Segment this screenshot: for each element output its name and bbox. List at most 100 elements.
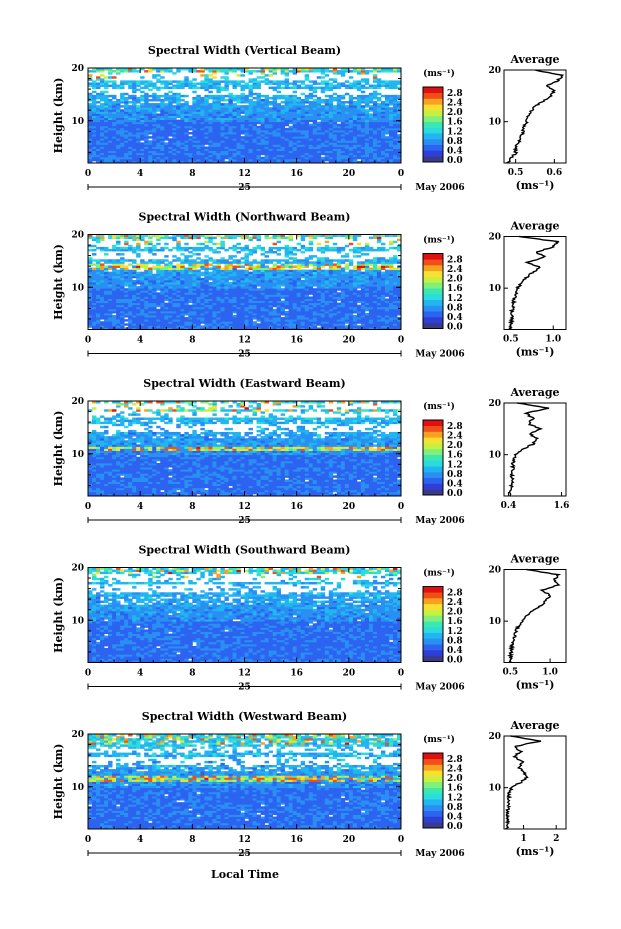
heatmap-cell <box>120 154 125 158</box>
heatmap-cell <box>188 304 193 308</box>
heatmap-cell <box>200 148 205 152</box>
heatmap-cell <box>128 158 133 162</box>
heatmap-cell <box>292 90 298 94</box>
heatmap-cell <box>396 138 402 141</box>
heatmap-cell <box>112 76 117 79</box>
heatmap-cell <box>156 156 161 160</box>
heatmap-cell <box>96 134 101 137</box>
heatmap-cell <box>192 96 197 100</box>
heatmap-cell <box>308 296 314 299</box>
heatmap-cell <box>372 150 378 154</box>
heatmap-cell <box>112 132 117 135</box>
heatmap-cell <box>336 82 342 85</box>
heatmap-cell <box>164 146 169 149</box>
heatmap-cell <box>148 148 153 152</box>
heatmap-cell <box>332 150 338 154</box>
heatmap-cell <box>284 142 290 145</box>
heatmap-cell <box>224 144 229 147</box>
heatmap-cell <box>368 148 374 152</box>
heatmap-cell <box>268 86 273 90</box>
heatmap-cell <box>124 154 129 158</box>
heatmap-cell <box>148 94 153 98</box>
heatmap-cell <box>192 140 197 143</box>
heatmap-cell <box>220 138 225 141</box>
heatmap-cell <box>240 154 245 158</box>
heatmap-cell <box>96 105 101 108</box>
heatmap-cell <box>164 144 169 147</box>
heatmap-cell <box>232 315 237 318</box>
heatmap-cell <box>108 80 113 83</box>
heatmap-cell <box>180 148 185 152</box>
heatmap-cell <box>136 156 141 160</box>
heatmap-cell <box>136 144 141 147</box>
heatmap-cell <box>196 160 201 164</box>
heatmap-cell <box>256 154 261 158</box>
heatmap-cell <box>340 154 346 158</box>
heatmap-cell <box>120 158 125 162</box>
heatmap-cell <box>184 146 189 149</box>
heatmap-cell <box>264 138 269 141</box>
heatmap-cell <box>304 144 310 147</box>
heatmap-cell <box>312 154 318 158</box>
heatmap-cell <box>92 144 97 147</box>
heatmap-cell <box>164 132 169 135</box>
heatmap-cell <box>204 94 209 98</box>
heatmap-cell <box>360 140 366 143</box>
heatmap-cell <box>196 152 201 156</box>
heatmap-cell <box>180 136 185 139</box>
heatmap-cell <box>164 103 169 106</box>
heatmap-cell <box>236 156 241 160</box>
heatmap-cell <box>208 140 213 143</box>
heatmap-cell <box>132 160 137 164</box>
heatmap-cell <box>312 86 318 90</box>
heatmap-cell <box>344 134 350 137</box>
heatmap-cell <box>168 158 173 162</box>
heatmap-cell <box>212 152 217 156</box>
heatmap-cell <box>220 94 225 98</box>
heatmap-cell <box>176 156 181 160</box>
heatmap-cell <box>176 140 181 143</box>
heatmap-cell <box>156 134 161 137</box>
heatmap-cell <box>336 154 342 158</box>
heatmap-cell <box>228 150 233 154</box>
heatmap-cell <box>252 92 257 96</box>
heatmap-cell <box>328 158 334 162</box>
heatmap-cell <box>248 154 253 158</box>
heatmap-cell <box>220 144 225 147</box>
heatmap-cell <box>332 96 338 100</box>
heatmap-cell <box>332 152 338 156</box>
heatmap-cell <box>296 138 302 141</box>
heatmap-cell <box>140 156 145 160</box>
heatmap-cell <box>240 144 245 147</box>
heatmap-cell <box>368 136 374 139</box>
heatmap-cell <box>260 152 265 156</box>
heatmap-cell <box>140 150 145 154</box>
heatmap-cell <box>272 158 277 162</box>
heatmap-cell <box>384 156 390 160</box>
heatmap-cell <box>108 84 113 87</box>
colorbar-label: 1.6 <box>447 118 463 128</box>
heatmap-cell <box>388 134 394 137</box>
heatmap-cell <box>132 148 137 152</box>
heatmap-cell <box>108 132 113 135</box>
heatmap-cell <box>316 150 322 154</box>
colorbar-band <box>423 115 443 122</box>
y-tick-label: 20 <box>71 64 84 74</box>
heatmap-cell <box>104 90 109 94</box>
heatmap-cell <box>240 132 245 135</box>
heatmap-cell <box>384 144 390 147</box>
heatmap-cell <box>88 158 93 162</box>
heatmap-cell <box>280 317 286 320</box>
heatmap-cell <box>388 140 394 143</box>
heatmap-cell <box>284 138 290 141</box>
heatmap-cell <box>244 134 249 137</box>
heatmap-cell <box>256 323 261 326</box>
heatmap-cell <box>320 150 326 154</box>
heatmap-cell <box>180 146 185 149</box>
heatmap-cell <box>216 134 221 137</box>
heatmap-cell <box>108 134 113 137</box>
heatmap-cell <box>276 80 282 83</box>
heatmap-cell <box>268 156 273 160</box>
heatmap-cell <box>276 156 282 160</box>
heatmap-cell <box>132 150 137 154</box>
